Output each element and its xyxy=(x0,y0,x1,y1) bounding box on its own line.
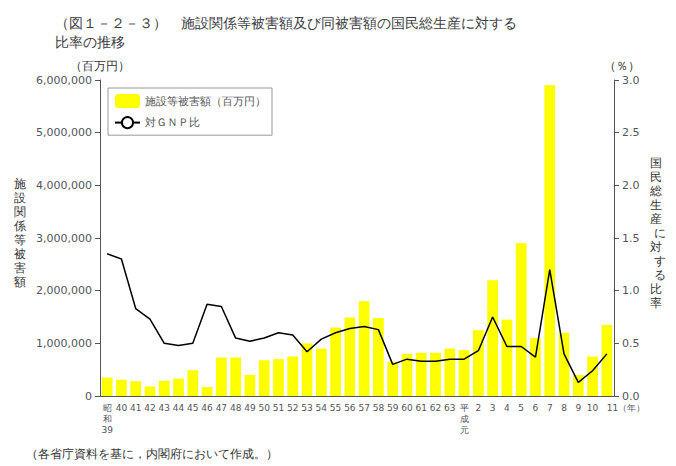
svg-text:5: 5 xyxy=(518,403,524,413)
svg-text:成: 成 xyxy=(460,414,469,424)
svg-text:57: 57 xyxy=(358,403,369,413)
svg-text:2.5: 2.5 xyxy=(622,126,640,139)
svg-text:に: に xyxy=(650,226,666,240)
svg-text:比率の推移: 比率の推移 xyxy=(55,34,125,50)
svg-text:48: 48 xyxy=(230,403,242,413)
svg-text:平: 平 xyxy=(460,403,469,413)
svg-text:（各省庁資料を基に，内閣府において作成。）: （各省庁資料を基に，内閣府において作成。） xyxy=(26,447,278,461)
svg-text:3: 3 xyxy=(490,403,496,413)
svg-text:国: 国 xyxy=(650,156,662,170)
svg-text:45: 45 xyxy=(187,403,198,413)
svg-text:（図１－２－３） 施設関係等被害額及び同被害額の国民総生産に: （図１－２－３） 施設関係等被害額及び同被害額の国民総生産に対する xyxy=(55,15,517,31)
svg-text:昭: 昭 xyxy=(103,403,112,413)
svg-text:61: 61 xyxy=(416,403,427,413)
svg-text:10: 10 xyxy=(587,403,599,413)
svg-text:2,000,000: 2,000,000 xyxy=(36,284,92,297)
svg-text:46: 46 xyxy=(201,403,213,413)
svg-text:7: 7 xyxy=(547,403,553,413)
svg-text:53: 53 xyxy=(301,403,312,413)
svg-text:額: 額 xyxy=(14,275,26,289)
svg-text:元: 元 xyxy=(460,425,469,435)
svg-text:2.0: 2.0 xyxy=(622,179,640,192)
svg-text:施設等被害額（百万円）: 施設等被害額（百万円） xyxy=(145,95,266,108)
svg-text:44: 44 xyxy=(173,403,185,413)
svg-text:害: 害 xyxy=(14,261,26,275)
svg-text:0: 0 xyxy=(85,390,92,403)
svg-text:6: 6 xyxy=(533,403,539,413)
svg-text:る: る xyxy=(650,268,666,282)
svg-text:0.0: 0.0 xyxy=(622,390,640,403)
svg-text:対ＧＮＰ比: 対ＧＮＰ比 xyxy=(145,116,200,129)
svg-text:等: 等 xyxy=(14,233,26,247)
svg-text:51: 51 xyxy=(273,403,284,413)
svg-text:49: 49 xyxy=(244,403,256,413)
svg-text:4: 4 xyxy=(504,403,510,413)
svg-text:1.0: 1.0 xyxy=(622,284,640,297)
svg-text:3,000,000: 3,000,000 xyxy=(36,232,92,245)
svg-text:和: 和 xyxy=(103,414,112,424)
svg-text:41: 41 xyxy=(130,403,141,413)
svg-text:62: 62 xyxy=(430,403,441,413)
svg-text:56: 56 xyxy=(344,403,356,413)
svg-text:2: 2 xyxy=(475,403,481,413)
svg-text:設: 設 xyxy=(14,191,26,205)
svg-text:0.5: 0.5 xyxy=(622,337,640,350)
svg-text:対: 対 xyxy=(650,240,662,254)
svg-text:す: す xyxy=(650,254,666,268)
svg-text:施: 施 xyxy=(14,177,26,191)
svg-text:11（年）: 11（年） xyxy=(607,403,645,413)
svg-text:40: 40 xyxy=(116,403,128,413)
svg-text:産: 産 xyxy=(650,212,662,226)
svg-text:生: 生 xyxy=(650,198,662,212)
svg-text:58: 58 xyxy=(373,403,385,413)
svg-text:9: 9 xyxy=(575,403,581,413)
svg-text:1.5: 1.5 xyxy=(622,232,640,245)
svg-text:42: 42 xyxy=(144,403,155,413)
svg-text:率: 率 xyxy=(650,296,662,310)
svg-text:60: 60 xyxy=(401,403,413,413)
svg-text:民: 民 xyxy=(650,170,662,184)
svg-text:1,000,000: 1,000,000 xyxy=(36,337,92,350)
svg-text:4,000,000: 4,000,000 xyxy=(36,179,92,192)
svg-text:50: 50 xyxy=(258,403,270,413)
svg-text:（％）: （％） xyxy=(604,59,640,73)
svg-text:52: 52 xyxy=(287,403,298,413)
svg-text:55: 55 xyxy=(330,403,341,413)
svg-text:総: 総 xyxy=(649,184,662,198)
svg-text:係: 係 xyxy=(13,219,26,233)
svg-text:被: 被 xyxy=(14,247,26,261)
svg-text:43: 43 xyxy=(159,403,170,413)
svg-text:59: 59 xyxy=(387,403,399,413)
svg-text:39: 39 xyxy=(101,425,113,435)
svg-text:（百万円）: （百万円） xyxy=(70,59,130,73)
svg-text:54: 54 xyxy=(316,403,328,413)
svg-text:比: 比 xyxy=(650,282,662,296)
svg-text:関: 関 xyxy=(14,205,26,219)
svg-text:5,000,000: 5,000,000 xyxy=(36,126,92,139)
svg-text:8: 8 xyxy=(561,403,567,413)
svg-text:6,000,000: 6,000,000 xyxy=(36,74,92,87)
svg-text:63: 63 xyxy=(444,403,455,413)
svg-text:3.0: 3.0 xyxy=(622,74,640,87)
svg-text:47: 47 xyxy=(216,403,227,413)
